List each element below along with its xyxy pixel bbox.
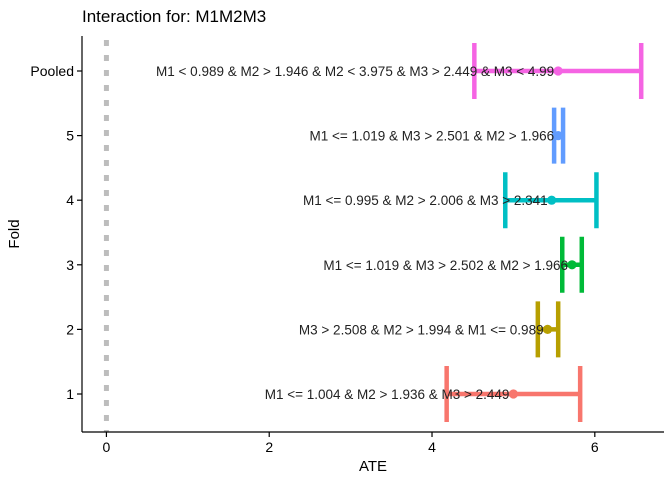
- point-estimate: [567, 260, 577, 270]
- y-tick-label: 1: [66, 386, 74, 402]
- x-tick-label: 0: [103, 439, 111, 455]
- point-estimate: [553, 131, 563, 141]
- chart-title: Interaction for: M1M2M3: [82, 7, 266, 26]
- rule-label: M1 <= 0.995 & M2 > 2.006 & M3 > 2.341: [303, 193, 548, 208]
- rule-label: M3 > 2.508 & M2 > 1.994 & M1 <= 0.989: [299, 322, 544, 337]
- point-estimate: [543, 324, 553, 334]
- y-tick-label: Pooled: [30, 63, 74, 79]
- fold-row-3: M1 <= 1.019 & M3 > 2.502 & M2 > 1.966: [323, 236, 585, 293]
- x-tick-label: 2: [265, 439, 273, 455]
- rule-label: M1 <= 1.004 & M2 > 1.936 & M3 > 2.449: [265, 387, 510, 402]
- fold-row-4: M1 <= 0.995 & M2 > 2.006 & M3 > 2.341: [303, 172, 599, 229]
- x-tick-label: 4: [428, 439, 436, 455]
- point-estimate: [553, 66, 563, 76]
- y-axis-ticks: 1 2 3 4 5 Pooled: [30, 63, 82, 402]
- plot-area: M1 <= 1.004 & M2 > 1.936 & M3 > 2.449 M3 …: [103, 40, 644, 432]
- x-tick-label: 6: [591, 439, 599, 455]
- x-axis-ticks: 0 2 4 6: [103, 432, 599, 455]
- point-estimate: [508, 389, 519, 399]
- y-tick-label: 4: [66, 192, 74, 208]
- fold-row-pooled: M1 < 0.989 & M2 > 1.946 & M2 < 3.975 & M…: [156, 43, 644, 99]
- fold-row-1: M1 <= 1.004 & M2 > 1.936 & M3 > 2.449: [265, 366, 583, 422]
- y-tick-label: 5: [66, 128, 74, 144]
- point-estimate: [547, 195, 557, 205]
- rule-label: M1 <= 1.019 & M3 > 2.502 & M2 > 1.966: [323, 258, 568, 273]
- rule-label: M1 <= 1.019 & M3 > 2.501 & M2 > 1.966: [310, 129, 555, 144]
- x-axis-title: ATE: [359, 458, 387, 475]
- rule-label: M1 < 0.989 & M2 > 1.946 & M2 < 3.975 & M…: [156, 64, 554, 79]
- y-tick-label: 2: [66, 321, 74, 337]
- y-axis-title: Fold: [6, 219, 23, 248]
- fold-row-5: M1 <= 1.019 & M3 > 2.501 & M2 > 1.966: [310, 107, 566, 164]
- fold-row-2: M3 > 2.508 & M2 > 1.994 & M1 <= 0.989: [299, 301, 561, 358]
- y-tick-label: 3: [66, 257, 74, 273]
